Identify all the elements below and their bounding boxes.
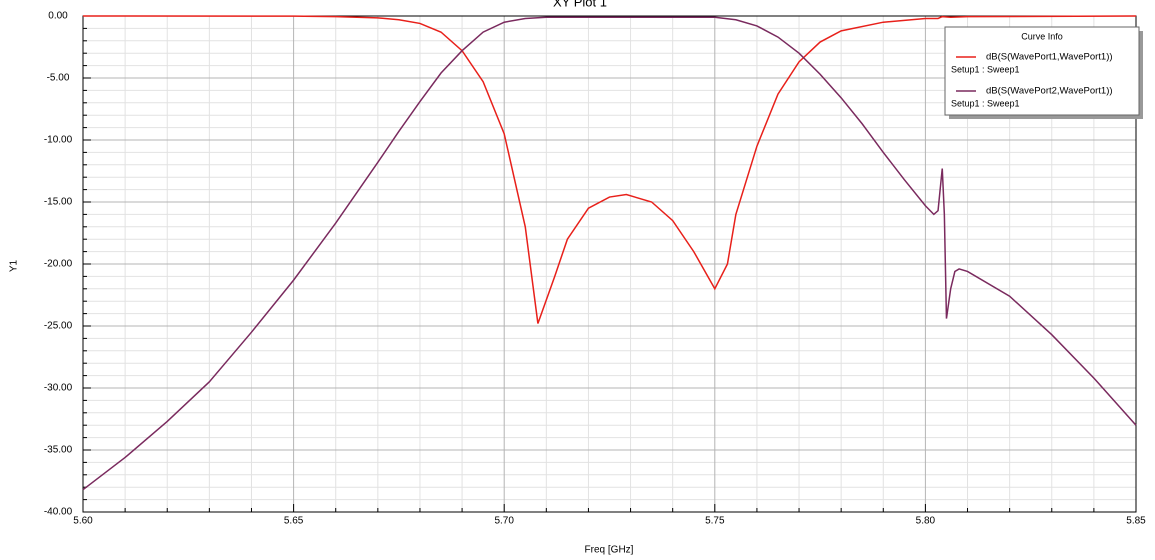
y-tick-label: -10.00 bbox=[44, 135, 73, 146]
series-line bbox=[82, 15, 1137, 324]
y-axis-label: Y1 bbox=[9, 259, 20, 272]
plot-layer bbox=[82, 15, 1137, 513]
plot-frame bbox=[82, 15, 1137, 513]
y-tick-label: -40.00 bbox=[44, 507, 73, 518]
legend-title: Curve Info bbox=[1021, 31, 1063, 41]
y-tick-label: -35.00 bbox=[44, 445, 73, 456]
x-tick-label: 5.60 bbox=[73, 516, 93, 527]
legend: Curve Info dB(S(WavePort1,WavePort1))Set… bbox=[944, 26, 1143, 119]
legend-label: dB(S(WavePort1,WavePort1)) bbox=[986, 52, 1113, 63]
y-tick-label: -5.00 bbox=[47, 73, 70, 84]
legend-solution: Setup1 : Sweep1 bbox=[951, 64, 1020, 74]
y-tick-label: -30.00 bbox=[44, 383, 73, 394]
legend-box bbox=[944, 26, 1140, 116]
x-tick-label: 5.85 bbox=[1126, 516, 1146, 527]
x-tick-label: 5.70 bbox=[494, 516, 514, 527]
series-line bbox=[82, 16, 1137, 491]
y-tick-label: 0.00 bbox=[48, 11, 68, 22]
legend-label: dB(S(WavePort2,WavePort1)) bbox=[986, 86, 1113, 97]
x-tick-label: 5.65 bbox=[284, 516, 304, 527]
legend-solution: Setup1 : Sweep1 bbox=[951, 98, 1020, 108]
x-tick-label: 5.75 bbox=[705, 516, 725, 527]
chart-title: XY Plot 1 bbox=[553, 0, 607, 9]
y-tick-label: -15.00 bbox=[44, 197, 73, 208]
y-tick-label: -25.00 bbox=[44, 321, 73, 332]
y-tick-label: -20.00 bbox=[44, 259, 73, 270]
x-axis-label: Freq [GHz] bbox=[585, 545, 634, 556]
x-tick-label: 5.80 bbox=[916, 516, 936, 527]
